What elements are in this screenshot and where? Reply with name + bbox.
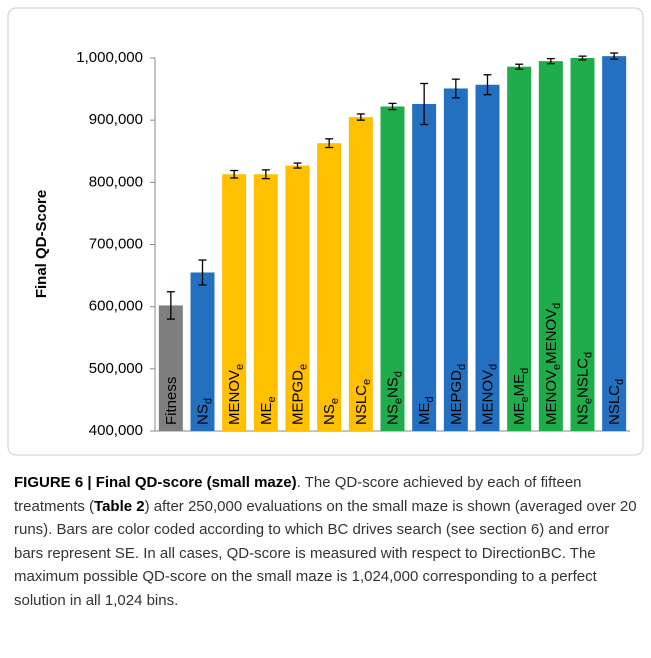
- bar-label: Fitness: [163, 377, 180, 425]
- bar-label-part: NS: [321, 404, 338, 425]
- caption-text: . The QD-score achieved by each of fifte…: [14, 474, 582, 515]
- bar-label-part: NSLC: [574, 358, 591, 398]
- bar-label-part: e: [361, 379, 373, 385]
- bar-label-part: e: [582, 398, 594, 404]
- bar-label-part: d: [202, 398, 214, 404]
- bar-label-part: MENOV: [543, 370, 560, 425]
- bar-label: NSeNSLCd: [574, 352, 594, 425]
- y-tick-label: 900,000: [89, 111, 143, 128]
- bar-label: MENOVeMENOVd: [543, 303, 563, 425]
- bar-label-part: e: [234, 364, 246, 370]
- bar-label-part: ME: [511, 403, 528, 426]
- bar: [412, 104, 437, 432]
- caption-text: ) after 250,000 evaluations on the small…: [14, 497, 637, 609]
- caption-text: FIGURE 6 |: [14, 474, 96, 491]
- bar-label-part: NS: [574, 404, 591, 425]
- bar-label-part: d: [456, 364, 468, 370]
- bar-label-part: e: [551, 364, 563, 370]
- bar: [222, 174, 247, 432]
- bar-label: MEd: [416, 396, 436, 425]
- bar: [317, 143, 342, 431]
- caption: FIGURE 6 | Final QD-score (small maze). …: [14, 471, 639, 612]
- bar: [602, 56, 627, 431]
- bar-label-part: MENOV: [226, 370, 243, 425]
- caption-text: Table 2: [94, 497, 145, 515]
- bar-label-part: NS: [194, 404, 211, 425]
- bar: [570, 58, 595, 431]
- bar-label: NSLCd: [606, 379, 626, 425]
- bar-label-part: Fitness: [163, 377, 180, 425]
- bar-label-part: d: [487, 364, 499, 370]
- bar-label-part: d: [614, 379, 626, 385]
- caption-text: Final QD-score (small maze): [95, 474, 297, 491]
- bar: [190, 272, 215, 431]
- bar-label-part: d: [424, 396, 436, 402]
- bar-label: NSLCe: [353, 379, 373, 425]
- bar: [443, 88, 468, 431]
- bar-label: NSeNSd: [384, 371, 404, 425]
- bar-label-part: MENOV: [543, 309, 560, 364]
- bar-label: NSe: [321, 398, 341, 425]
- bar-label-part: MEPGD: [289, 370, 306, 425]
- y-tick-label: 800,000: [89, 173, 143, 190]
- bar-label-part: ME: [416, 403, 433, 426]
- bar-label-part: ME: [258, 403, 275, 426]
- bar-label-part: d: [582, 352, 594, 358]
- bar-label-part: e: [266, 396, 278, 402]
- y-tick-label: 700,000: [89, 235, 143, 252]
- bar-label: MEe: [258, 396, 278, 425]
- bar-label-part: NSLC: [606, 385, 623, 425]
- bar: [507, 66, 532, 431]
- bar-label: MENOVe: [226, 364, 246, 425]
- bar: [538, 61, 563, 431]
- bar-label: MEPGDd: [448, 364, 468, 425]
- bar: [348, 117, 373, 431]
- bar: [285, 165, 310, 431]
- bar-label-part: e: [297, 364, 309, 370]
- chart: Final QD-Score 400,000 500,000 600,000 700,…: [7, 7, 644, 456]
- bar: [475, 84, 500, 432]
- bar-label-part: d: [551, 303, 563, 309]
- bar-label: MEPGDe: [289, 364, 309, 425]
- bar: [158, 305, 183, 431]
- bar-label-part: e: [329, 398, 341, 404]
- bar-label-part: NS: [384, 377, 401, 398]
- y-tick-label: 600,000: [89, 298, 143, 315]
- bar: [253, 174, 278, 432]
- bar-label-part: d: [392, 371, 404, 377]
- y-axis-label: Final QD-Score: [33, 190, 50, 298]
- bar-label-part: d: [519, 368, 531, 374]
- bar: [380, 106, 405, 432]
- bar-label-part: e: [392, 398, 404, 404]
- y-tick-label: 1,000,000: [76, 49, 143, 66]
- bar-label-part: MENOV: [479, 370, 496, 425]
- bar-label: MEeMEd: [511, 368, 531, 425]
- bar-label-part: ME: [511, 374, 528, 397]
- bar-label-part: NSLC: [353, 385, 370, 425]
- y-tick-label: 500,000: [89, 360, 143, 377]
- y-tick-label: 400,000: [89, 422, 143, 439]
- bar-label: MENOVd: [479, 364, 499, 425]
- bar-label-part: e: [519, 396, 531, 402]
- bar-label: NSd: [194, 398, 214, 425]
- bar-label-part: MEPGD: [448, 370, 465, 425]
- chart-frame: [7, 7, 644, 456]
- bar-label-part: NS: [384, 404, 401, 425]
